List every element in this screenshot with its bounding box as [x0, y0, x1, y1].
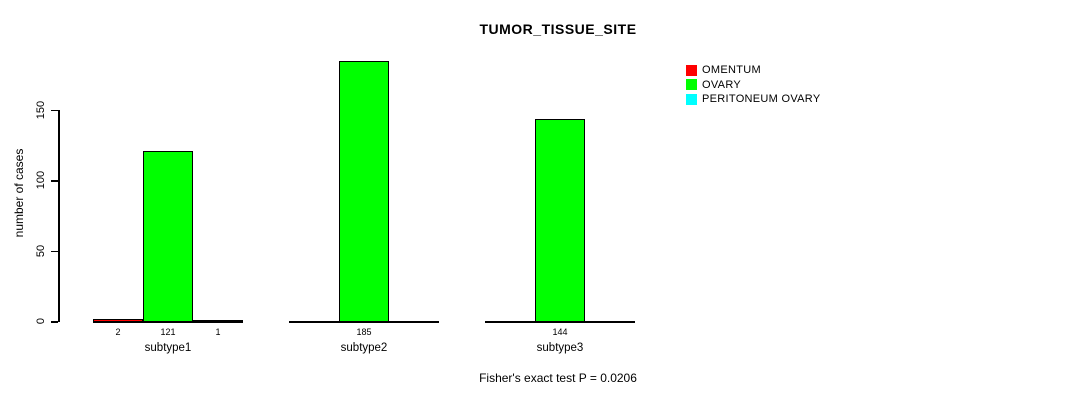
x-axis-category-label: subtype1 — [144, 342, 192, 354]
chart-title: TUMOR_TISSUE_SITE — [479, 21, 637, 37]
bar-peritoneum-ovary — [193, 320, 243, 322]
legend: OMENTUM OVARY PERITONEUM OVARY — [686, 63, 821, 107]
y-tick-label: 150 — [35, 100, 47, 119]
bar-ovary — [535, 119, 585, 322]
y-tick-label: 50 — [35, 244, 47, 257]
annotation-text: Fisher's exact test P = 0.0206 — [479, 371, 637, 385]
legend-item-label: PERITONEUM OVARY — [702, 93, 821, 106]
legend-item-label: OMENTUM — [702, 64, 761, 77]
legend-item: OVARY — [686, 78, 821, 93]
y-tick-mark — [51, 250, 58, 253]
y-axis-label: number of cases — [12, 148, 26, 238]
bar-ovary — [143, 151, 193, 322]
x-axis-category-label: subtype3 — [536, 342, 584, 354]
y-tick-label: 0 — [35, 317, 47, 325]
bar-value-label: 144 — [552, 327, 568, 337]
legend-color-swatch — [686, 93, 697, 105]
legend-item: OMENTUM — [686, 63, 821, 78]
bar-omentum — [93, 319, 143, 322]
y-tick-mark — [51, 180, 58, 182]
y-tick-mark — [51, 109, 58, 112]
legend-color-swatch — [686, 64, 697, 76]
legend-item: PERITONEUM OVARY — [686, 92, 821, 107]
bar-value-label: 1 — [215, 327, 221, 337]
bar-value-label: 2 — [115, 327, 121, 337]
y-tick-label: 100 — [35, 170, 47, 190]
legend-item-label: OVARY — [702, 78, 741, 91]
legend-color-swatch — [686, 79, 697, 91]
y-tick-mark — [51, 321, 58, 323]
bar-value-label: 185 — [356, 327, 372, 337]
y-axis-line — [58, 110, 60, 322]
bar-ovary — [339, 61, 389, 322]
x-axis-category-label: subtype2 — [340, 342, 388, 354]
bar-value-label: 121 — [160, 327, 176, 337]
